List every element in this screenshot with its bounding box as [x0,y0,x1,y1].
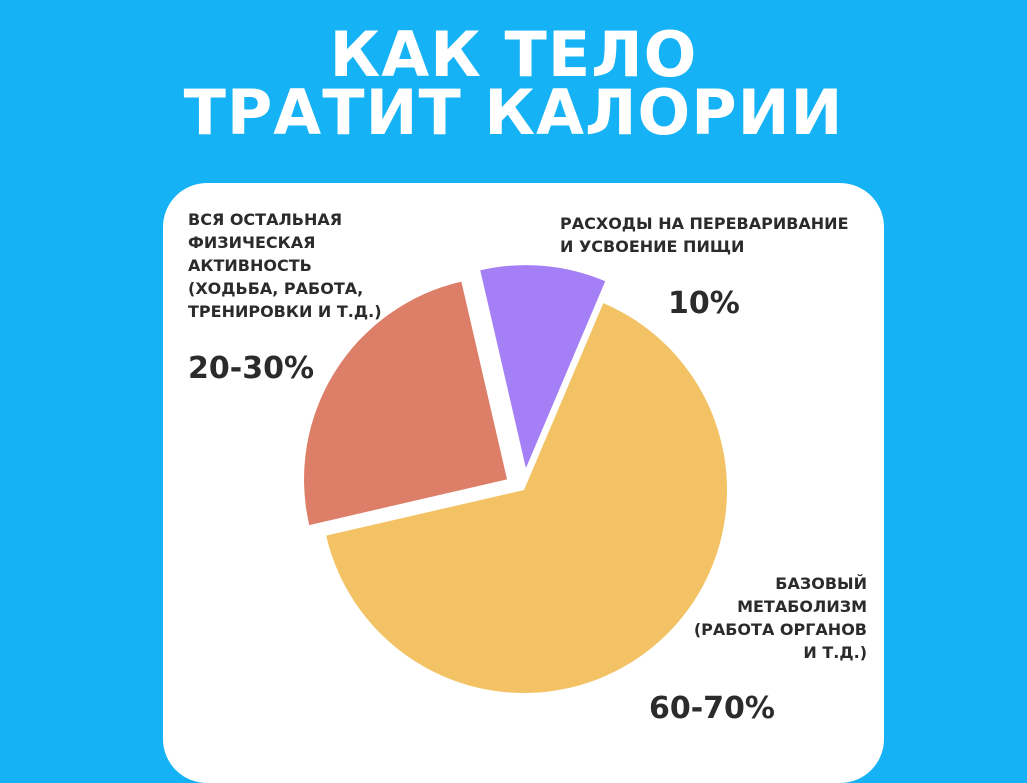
activity-label-line: ТРЕНИРОВКИ И Т.Д.) [188,302,382,321]
bmr-label-line: БАЗОВЫЙ [775,574,867,593]
activity-label: ВСЯ ОСТАЛЬНАЯ ФИЗИЧЕСКАЯ АКТИВНОСТЬ (ХОД… [188,208,382,323]
pie-slice-bmr [326,303,727,694]
bmr-percent: 60-70% [648,691,775,726]
activity-percent: 20-30% [188,351,315,386]
pie-chart [304,265,727,694]
digestion-label: РАСХОДЫ НА ПЕРЕВАРИВАНИЕ И УСВОЕНИЕ ПИЩИ [560,212,849,258]
bmr-label-line: (РАБОТА ОРГАНОВ [693,620,867,639]
title-line-2: ТРАТИТ КАЛОРИИ [183,76,844,149]
bmr-label: БАЗОВЫЙ МЕТАБОЛИЗМ (РАБОТА ОРГАНОВ И Т.Д… [694,572,867,664]
activity-label-line: (ХОДЬБА, РАБОТА, [188,279,364,298]
infographic: КАК ТЕЛО ТРАТИТ КАЛОРИИ ВСЯ ОСТАЛЬНАЯ ФИ… [163,18,884,783]
digestion-label-line: РАСХОДЫ НА ПЕРЕВАРИВАНИЕ [560,214,849,233]
bmr-label-line: МЕТАБОЛИЗМ [737,597,867,616]
digestion-percent: 10% [668,286,740,321]
title-line-1: КАК ТЕЛО [329,18,698,91]
activity-label-line: ФИЗИЧЕСКАЯ [188,233,316,252]
digestion-label-line: И УСВОЕНИЕ ПИЩИ [560,237,745,256]
activity-label-line: ВСЯ ОСТАЛЬНАЯ [188,210,343,229]
pie-slice-digestion [480,265,606,469]
activity-label-line: АКТИВНОСТЬ [188,256,312,275]
bmr-label-line: И Т.Д.) [803,643,867,662]
pie-slice-activity [304,281,508,526]
